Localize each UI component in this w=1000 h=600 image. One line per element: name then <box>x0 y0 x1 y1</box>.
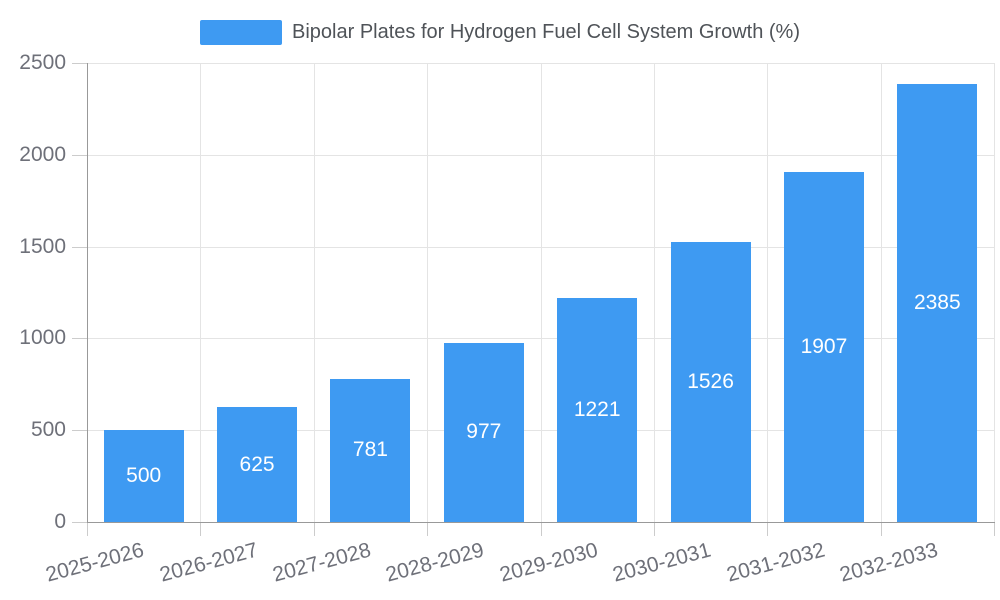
y-axis-tick <box>72 522 87 523</box>
chart-legend[interactable]: Bipolar Plates for Hydrogen Fuel Cell Sy… <box>0 14 1000 50</box>
bar-2029-2030[interactable]: 1221 <box>557 297 638 522</box>
bar-value-label: 625 <box>239 452 275 476</box>
bar-value-label: 1221 <box>573 397 621 421</box>
bar-2031-2032[interactable]: 1907 <box>783 171 864 522</box>
y-axis-tick-label: 1000 <box>19 326 66 350</box>
bar-2027-2028[interactable]: 781 <box>330 378 411 522</box>
bar-2032-2033[interactable]: 2385 <box>897 84 978 522</box>
x-axis-tick <box>880 523 882 536</box>
bar-value-label: 2385 <box>913 291 961 315</box>
bar-value-label: 781 <box>352 438 388 462</box>
x-axis-tick-label: 2030-2031 <box>610 538 714 587</box>
y-axis-tick-label: 2000 <box>19 142 66 166</box>
y-axis-tick <box>72 154 87 156</box>
bar-2026-2027[interactable]: 625 <box>217 407 298 522</box>
y-axis-line <box>87 63 88 522</box>
x-axis-tick <box>767 523 769 536</box>
x-axis-tick <box>200 523 202 536</box>
gridline-vertical <box>880 63 882 522</box>
y-axis-tick-label: 500 <box>30 418 66 442</box>
x-axis-tick-label: 2026-2027 <box>156 538 260 587</box>
x-axis-tick <box>87 523 88 536</box>
bar-2025-2026[interactable]: 500 <box>103 430 184 522</box>
y-axis-tick <box>72 338 87 340</box>
x-axis-tick-label: 2031-2032 <box>723 538 827 587</box>
x-axis-tick <box>994 523 995 536</box>
x-axis-tick <box>540 523 542 536</box>
bar-2030-2031[interactable]: 1526 <box>670 241 751 522</box>
x-axis-tick-label: 2032-2033 <box>837 538 941 587</box>
y-axis-tick <box>72 246 87 248</box>
x-axis-tick <box>427 523 429 536</box>
y-axis-tick-label: 0 <box>54 510 66 533</box>
gridline-vertical <box>653 63 655 522</box>
gridline-vertical <box>427 63 429 522</box>
x-axis-tick-label: 2025-2026 <box>43 538 147 587</box>
bar-value-label: 1907 <box>800 334 848 358</box>
bar-value-label: 500 <box>126 464 162 488</box>
gridline-vertical <box>767 63 769 522</box>
legend-label: Bipolar Plates for Hydrogen Fuel Cell Sy… <box>292 20 800 43</box>
bar-2028-2029[interactable]: 977 <box>443 342 524 522</box>
y-axis-tick-label: 2500 <box>19 51 66 74</box>
gridline-vertical <box>540 63 542 522</box>
x-axis-line <box>87 522 995 523</box>
bar-value-label: 977 <box>466 420 502 444</box>
gridline-vertical <box>994 63 995 522</box>
y-axis-tick <box>72 430 87 432</box>
x-axis-tick-label: 2027-2028 <box>270 538 374 587</box>
y-axis-tick <box>72 63 87 64</box>
gridline-vertical <box>200 63 202 522</box>
bar-value-label: 1526 <box>687 369 734 393</box>
legend-swatch <box>200 19 283 45</box>
x-axis-tick <box>653 523 655 536</box>
x-axis-tick-label: 2028-2029 <box>383 538 487 587</box>
x-axis-tick <box>313 523 315 536</box>
y-axis-tick-label: 1500 <box>19 234 66 258</box>
gridline-vertical <box>313 63 315 522</box>
x-axis-tick-label: 2029-2030 <box>497 538 601 587</box>
